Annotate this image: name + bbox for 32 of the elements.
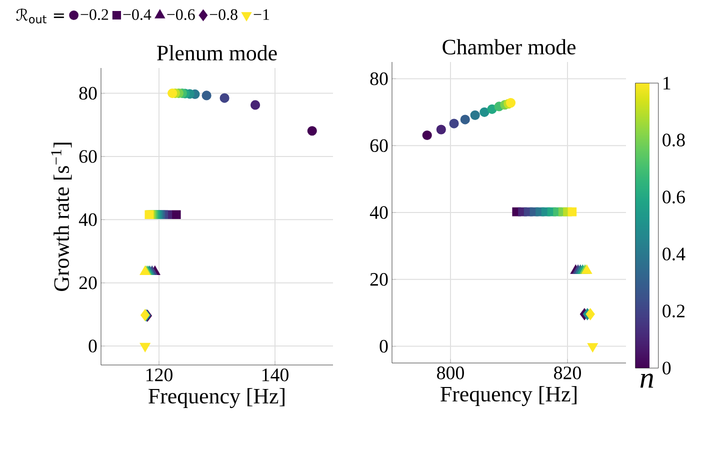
color-bar-title: n bbox=[640, 374, 654, 388]
legend-label: −0.6 bbox=[167, 9, 195, 20]
y-tick-label: 0 bbox=[380, 340, 388, 353]
y-tick-label: 40 bbox=[370, 206, 388, 219]
y-tick-label: 20 bbox=[79, 276, 97, 290]
y-axis-title: Growth rate [s$^{−1}$] bbox=[51, 142, 72, 291]
x-tick-label: 120 bbox=[146, 368, 172, 382]
legend-label: −1 bbox=[254, 9, 270, 20]
legend-label: −0.2 bbox=[80, 9, 108, 20]
color-bar-label: 0.6 bbox=[662, 190, 685, 204]
legend-label: −0.8 bbox=[210, 9, 238, 20]
y-tick-label: 0 bbox=[88, 340, 97, 352]
legend-label: −0.4 bbox=[123, 9, 152, 20]
chart-title: Plenum mode bbox=[157, 45, 277, 61]
y-tick-label: 20 bbox=[370, 273, 388, 286]
y-tick-label: 60 bbox=[79, 150, 97, 163]
y-tick-label: 80 bbox=[79, 86, 97, 100]
x-tick-label: 820 bbox=[554, 366, 581, 380]
chart-title: Chamber mode bbox=[442, 39, 576, 55]
y-tick-label: 80 bbox=[370, 72, 388, 86]
y-tick-label: 60 bbox=[370, 139, 388, 152]
color-bar-label: 1 bbox=[664, 76, 670, 90]
x-axis-title: Frequency [Hz] bbox=[440, 386, 576, 406]
x-tick-label: 800 bbox=[437, 366, 464, 380]
x-axis-title: Frequency [Hz] bbox=[148, 388, 284, 408]
color-bar-label: 0.4 bbox=[662, 248, 686, 260]
color-bar-label: 0 bbox=[662, 362, 671, 374]
y-tick-label: 40 bbox=[78, 213, 97, 226]
x-tick-label: 140 bbox=[262, 368, 288, 382]
legend-title: ℛ$_{out}$ = bbox=[16, 8, 64, 24]
color-bar-label: 0.2 bbox=[662, 304, 685, 318]
color-bar-label: 0.8 bbox=[662, 134, 685, 146]
